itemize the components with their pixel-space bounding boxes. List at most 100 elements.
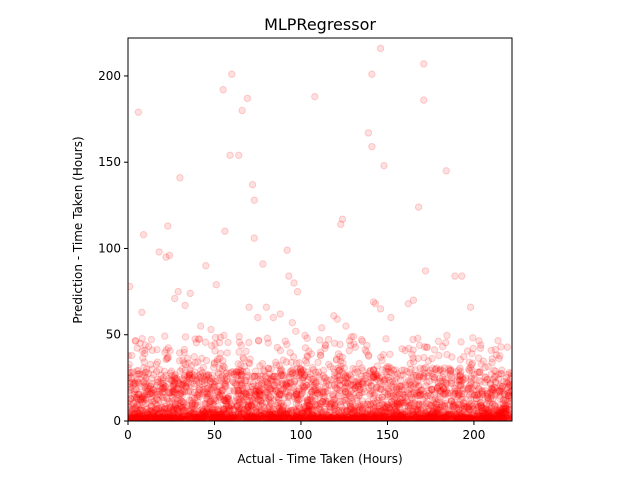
scatter-point — [187, 409, 196, 417]
scatter-point — [448, 411, 456, 419]
scatter-point — [392, 399, 400, 408]
scatter-point — [412, 412, 420, 421]
scatter-point — [444, 411, 453, 419]
scatter-point — [458, 414, 466, 421]
scatter-point — [183, 372, 192, 381]
scatter-point — [391, 416, 400, 421]
scatter-point — [334, 407, 343, 415]
scatter-point — [153, 382, 161, 390]
scatter-point — [137, 412, 145, 420]
scatter-point — [319, 395, 328, 403]
scatter-point — [431, 365, 440, 373]
scatter-point — [395, 415, 403, 421]
scatter-point — [499, 404, 507, 413]
scatter-point — [441, 379, 450, 387]
scatter-point — [221, 397, 229, 405]
scatter-point — [401, 415, 410, 421]
scatter-point — [235, 395, 243, 403]
scatter-point — [294, 368, 303, 376]
scatter-point — [257, 406, 266, 415]
scatter-point — [461, 374, 470, 382]
scatter-point — [269, 313, 277, 322]
scatter-point — [455, 375, 464, 384]
scatter-point — [500, 415, 508, 421]
scatter-point — [417, 415, 426, 421]
scatter-point — [261, 411, 270, 419]
scatter-point — [367, 411, 375, 419]
scatter-point — [237, 371, 246, 379]
scatter-point — [502, 410, 510, 418]
scatter-point — [303, 398, 311, 407]
scatter-point — [284, 414, 293, 421]
scatter-point — [171, 400, 180, 408]
scatter-point — [401, 346, 409, 355]
scatter-point — [245, 382, 253, 390]
scatter-point — [450, 415, 458, 421]
scatter-point — [272, 405, 280, 413]
scatter-point — [424, 412, 433, 420]
scatter-point — [170, 387, 178, 396]
scatter-point — [409, 414, 417, 421]
scatter-point — [146, 382, 155, 391]
scatter-point — [173, 413, 182, 421]
scatter-point — [304, 353, 312, 361]
scatter-point — [439, 415, 447, 421]
scatter-point — [174, 412, 182, 420]
scatter-point — [446, 410, 455, 419]
scatter-point — [472, 415, 481, 421]
scatter-point — [336, 401, 345, 409]
scatter-point — [308, 414, 316, 421]
scatter-point — [388, 408, 396, 416]
scatter-point — [178, 413, 186, 421]
scatter-point — [309, 411, 317, 419]
scatter-point — [233, 395, 242, 404]
scatter-point — [249, 414, 257, 421]
scatter-point — [270, 414, 278, 421]
scatter-point — [154, 415, 163, 421]
scatter-point — [347, 387, 356, 395]
scatter-point — [345, 399, 354, 407]
scatter-point — [153, 358, 162, 366]
scatter-point — [471, 400, 479, 408]
scatter-point — [246, 397, 254, 405]
scatter-point — [254, 395, 263, 404]
scatter-point — [498, 415, 507, 421]
scatter-point — [347, 405, 355, 413]
scatter-point — [375, 415, 383, 421]
scatter-point — [265, 402, 273, 411]
scatter-point — [258, 379, 266, 387]
scatter-point — [304, 408, 312, 417]
scatter-point — [259, 414, 268, 421]
scatter-point — [478, 416, 487, 421]
scatter-point — [128, 410, 134, 418]
scatter-point — [429, 415, 437, 421]
scatter-point — [414, 414, 422, 421]
scatter-point — [337, 416, 345, 421]
scatter-point — [190, 371, 199, 380]
scatter-point — [303, 334, 311, 342]
scatter-point — [404, 407, 412, 415]
scatter-point — [148, 379, 156, 388]
scatter-point — [494, 409, 502, 417]
scatter-point — [241, 389, 250, 397]
scatter-point — [419, 414, 427, 421]
scatter-point — [245, 391, 253, 399]
scatter-point — [252, 387, 260, 396]
scatter-point — [269, 415, 278, 421]
y-axis: 0 50 100 150 200 — [98, 69, 128, 428]
scatter-point — [182, 416, 190, 421]
scatter-point — [362, 404, 370, 413]
scatter-point — [310, 412, 319, 420]
scatter-point — [269, 411, 277, 420]
scatter-point — [128, 414, 137, 421]
scatter-point — [369, 388, 377, 397]
scatter-point — [487, 346, 495, 354]
scatter-point — [472, 387, 480, 396]
scatter-point — [302, 414, 310, 421]
scatter-point — [210, 410, 219, 419]
scatter-point — [379, 400, 387, 409]
scatter-point — [419, 411, 427, 420]
scatter-point — [214, 414, 222, 421]
scatter-point — [385, 363, 393, 371]
scatter-point — [437, 387, 445, 395]
